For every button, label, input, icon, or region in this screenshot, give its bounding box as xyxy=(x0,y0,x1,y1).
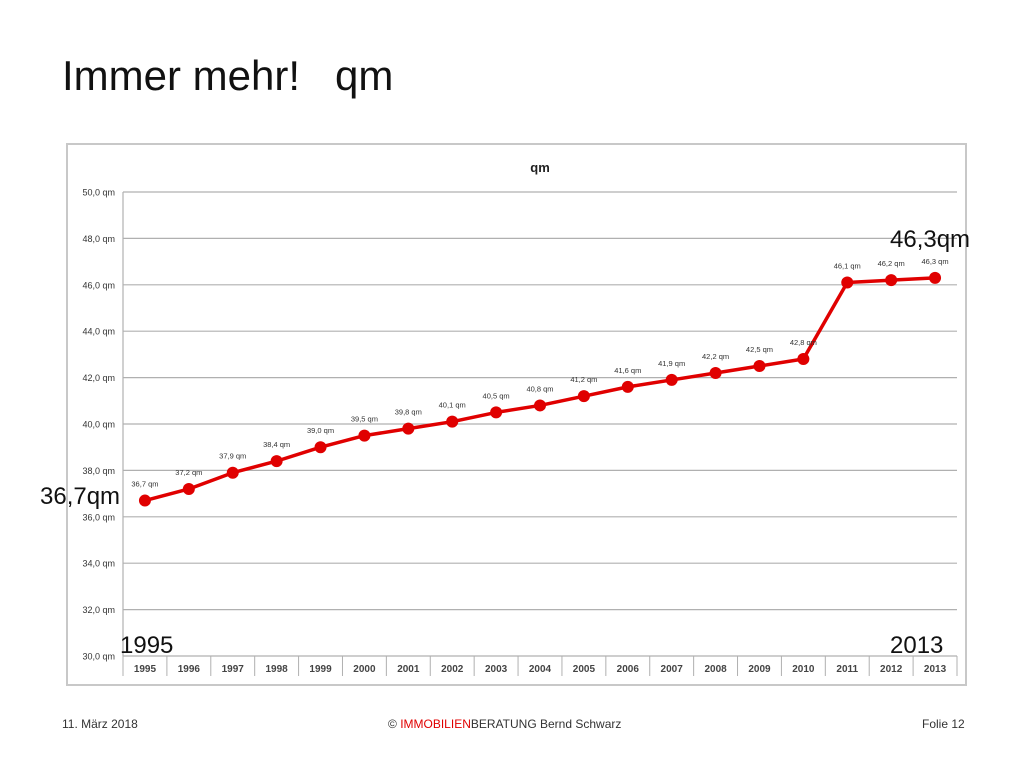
x-tick-label: 2005 xyxy=(573,664,596,675)
x-tick-label: 1995 xyxy=(134,664,157,675)
y-tick-label: 48,0 qm xyxy=(82,234,115,244)
end-value-callout: 46,3qm xyxy=(890,226,971,253)
data-point xyxy=(621,380,634,393)
x-tick-label: 1997 xyxy=(222,664,245,675)
y-tick-label: 46,0 qm xyxy=(82,280,115,290)
data-label: 40,8 qm xyxy=(526,384,553,393)
x-tick-label: 2003 xyxy=(485,664,508,675)
start-year-callout: 1995 xyxy=(120,632,174,659)
data-point xyxy=(753,360,766,372)
y-tick-label: 36,0 qm xyxy=(82,512,115,522)
data-point xyxy=(270,455,283,468)
end-year-callout: 2013 xyxy=(890,632,944,659)
x-tick-label: 2012 xyxy=(880,664,903,675)
data-label: 41,9 qm xyxy=(658,359,685,368)
data-point xyxy=(314,441,327,454)
footer-brand: IMMOBILIEN xyxy=(400,717,471,731)
data-label: 38,4 qm xyxy=(263,440,290,449)
chart-frame: qm 30,0 qm 32,0 qm 34,0 qm 36,0 qm 38,0 qm 40,… xyxy=(66,143,967,686)
data-point xyxy=(490,406,503,419)
y-tick-label: 44,0 qm xyxy=(82,327,115,337)
copyright-symbol: © xyxy=(388,717,397,731)
x-tick-label: 2008 xyxy=(704,664,727,675)
data-label: 41,6 qm xyxy=(614,366,641,375)
footer-copyright: © IMMOBILIENBERATUNG Bernd Schwarz xyxy=(388,717,621,731)
x-tick-label: 2011 xyxy=(836,664,858,675)
y-tick-label: 40,0 qm xyxy=(82,420,115,430)
data-label: 37,2 qm xyxy=(175,468,202,477)
data-point xyxy=(841,276,854,289)
y-tick-label: 34,0 qm xyxy=(82,559,115,569)
footer-page-number: Folie 12 xyxy=(922,717,965,731)
x-tick-label: 2006 xyxy=(617,664,640,675)
y-tick-label: 50,0 qm xyxy=(82,188,115,198)
data-label: 46,1 qm xyxy=(834,261,861,270)
x-tick-label: 2009 xyxy=(748,664,771,675)
x-tick-label: 2004 xyxy=(529,664,552,675)
data-label: 42,5 qm xyxy=(746,345,773,354)
start-value-callout: 36,7qm xyxy=(40,483,121,510)
data-label: 37,9 qm xyxy=(219,452,246,461)
data-label: 40,1 qm xyxy=(439,401,466,410)
data-point xyxy=(226,466,239,479)
x-tick-label: 2002 xyxy=(441,664,464,675)
data-label: 46,2 qm xyxy=(878,259,905,268)
x-tick-label: 2007 xyxy=(661,664,684,675)
data-label: 39,5 qm xyxy=(351,415,378,424)
data-point xyxy=(402,422,415,435)
data-label: 42,8 qm xyxy=(790,338,817,347)
x-tick-label: 1996 xyxy=(178,664,201,675)
slide-title: Immer mehr! qm xyxy=(62,52,394,99)
y-tick-label: 42,0 qm xyxy=(82,373,115,383)
footer-date: 11. März 2018 xyxy=(62,717,138,731)
x-tick-label: 2013 xyxy=(924,664,947,675)
data-point xyxy=(665,373,678,386)
data-point xyxy=(885,274,898,287)
y-tick-label: 38,0 qm xyxy=(82,466,115,476)
data-point xyxy=(929,271,942,284)
footer-brand-rest: BERATUNG Bernd Schwarz xyxy=(470,717,622,731)
data-label: 36,7 qm xyxy=(131,480,158,489)
x-tick-label: 1999 xyxy=(309,664,332,675)
data-point xyxy=(138,494,151,507)
chart-title: qm xyxy=(530,160,550,175)
y-tick-label: 32,0 qm xyxy=(82,605,115,615)
data-label: 39,8 qm xyxy=(395,408,422,417)
data-point xyxy=(446,415,459,428)
data-label: 41,2 qm xyxy=(570,375,597,384)
x-tick-label: 2001 xyxy=(397,664,420,675)
x-tick-label: 2010 xyxy=(792,664,815,675)
data-label: 42,2 qm xyxy=(702,352,729,361)
data-point xyxy=(534,399,546,412)
line-chart: qm 30,0 qm 32,0 qm 34,0 qm 36,0 qm 38,0 qm 40,… xyxy=(82,160,958,676)
x-tick-label: 1998 xyxy=(266,664,289,675)
data-point xyxy=(797,353,810,366)
data-point xyxy=(358,429,371,442)
data-label: 40,5 qm xyxy=(483,391,510,400)
data-point xyxy=(182,482,195,495)
y-tick-label: 30,0 qm xyxy=(82,652,115,662)
data-label: 46,3 qm xyxy=(921,257,948,266)
data-label: 39,0 qm xyxy=(307,426,334,435)
data-point xyxy=(709,366,722,379)
data-point xyxy=(577,390,590,403)
x-tick-label: 2000 xyxy=(353,664,376,675)
